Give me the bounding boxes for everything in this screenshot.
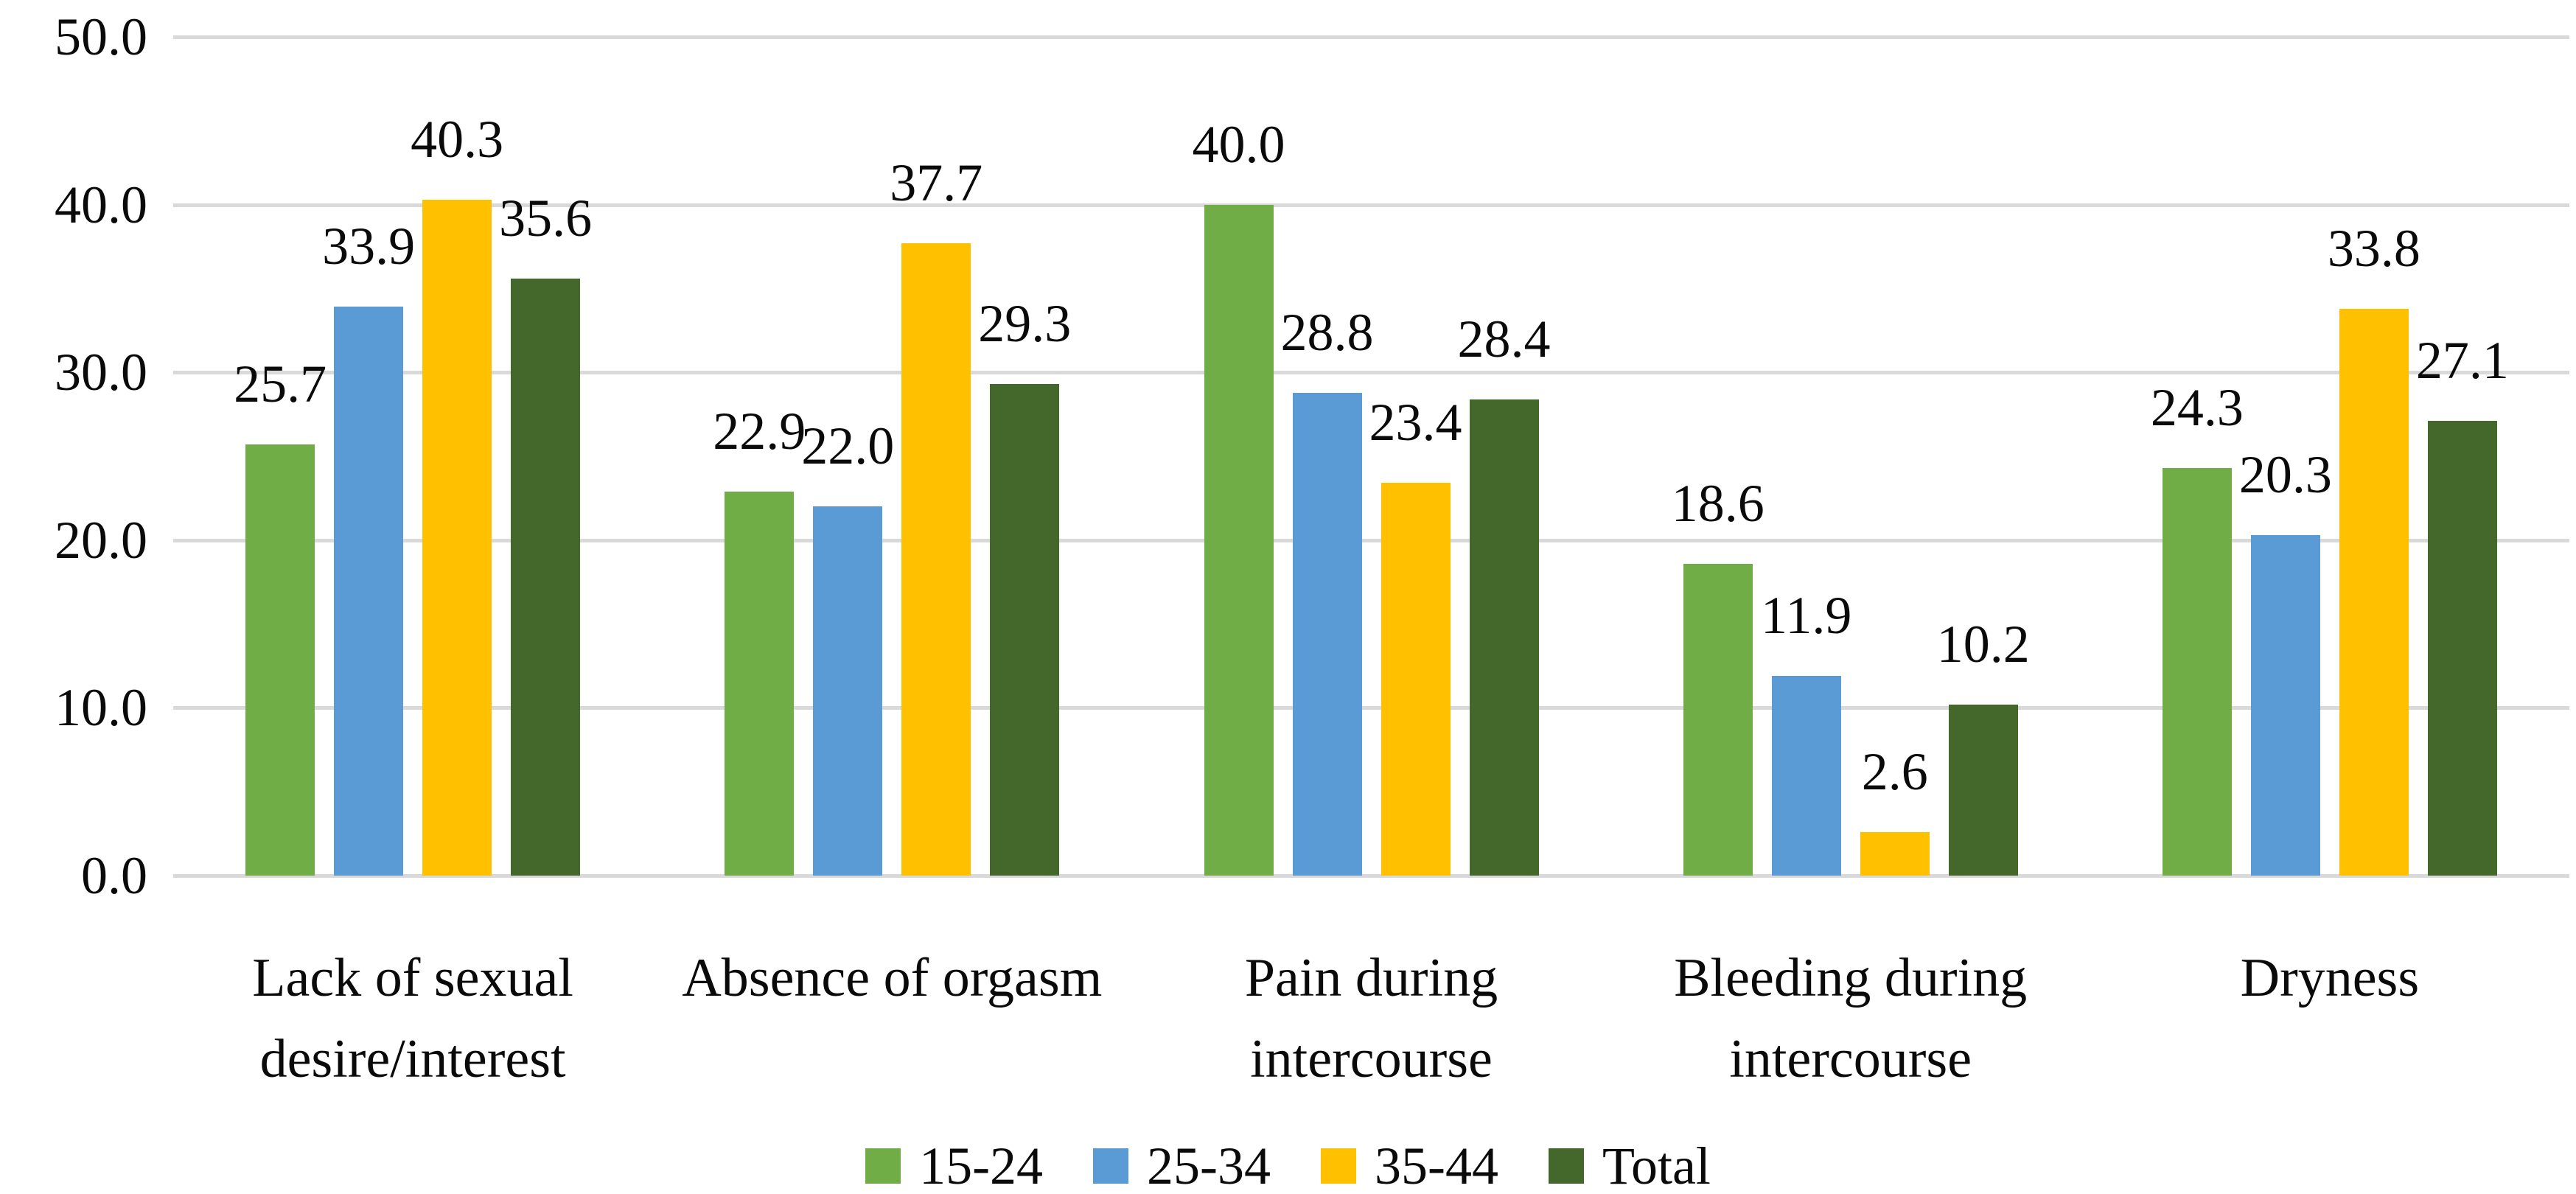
- legend-item-25-34: 25-34: [1093, 1139, 1271, 1193]
- gridline: [173, 203, 2569, 207]
- gridline: [173, 874, 2569, 878]
- bar-35-44: [422, 199, 492, 876]
- bar-35-44: [2339, 308, 2409, 876]
- y-axis-tick-label: 50.0: [55, 7, 147, 66]
- x-axis-category-label: Bleeding during intercourse: [1674, 948, 2028, 1089]
- bar-value-label: 18.6: [1671, 473, 1765, 533]
- legend-item-15-24: 15-24: [865, 1139, 1043, 1193]
- bar-value-label: 10.2: [1936, 614, 2030, 674]
- bar-25-34: [2250, 534, 2320, 876]
- bar-value-label: 24.3: [2150, 377, 2244, 437]
- bar-value-label: 27.1: [2415, 331, 2509, 391]
- legend-label: 15-24: [919, 1137, 1044, 1194]
- bar-value-label: 11.9: [1761, 586, 1852, 646]
- x-axis-category-label: Lack of sexual desire/interest: [252, 948, 573, 1089]
- bar-value-label: 28.4: [1457, 309, 1551, 369]
- bar-value-label: 28.8: [1280, 302, 1374, 362]
- bar-value-label: 25.7: [234, 355, 327, 414]
- bar-15-24: [2162, 467, 2232, 876]
- legend-item-Total: Total: [1549, 1139, 1711, 1193]
- gridline: [173, 35, 2569, 39]
- bar-value-label: 2.6: [1861, 741, 1928, 801]
- bar-value-label: 33.8: [2327, 218, 2420, 278]
- bar-25-34: [334, 307, 404, 876]
- bar-Total: [511, 278, 581, 876]
- bar-25-34: [813, 506, 883, 876]
- legend-label: 25-34: [1147, 1137, 1271, 1194]
- legend-swatch-icon: [1321, 1148, 1357, 1184]
- x-axis-category-label: Dryness: [2240, 948, 2420, 1008]
- bar-35-44: [901, 242, 971, 876]
- y-axis-tick-label: 40.0: [55, 175, 147, 234]
- bar-Total: [2427, 421, 2497, 876]
- bar-35-44: [1860, 831, 1930, 876]
- bar-Total: [1469, 399, 1539, 876]
- bar-15-24: [1204, 204, 1274, 876]
- bar-value-label: 22.0: [801, 416, 895, 476]
- legend-swatch-icon: [1549, 1148, 1585, 1184]
- legend-label: Total: [1602, 1137, 1711, 1194]
- y-axis-tick-label: 10.0: [55, 678, 147, 738]
- bar-value-label: 33.9: [322, 217, 416, 276]
- bar-15-24: [1683, 563, 1753, 876]
- y-axis-tick-label: 20.0: [55, 510, 147, 570]
- y-axis-tick-label: 30.0: [55, 343, 147, 402]
- bar-value-label: 20.3: [2238, 444, 2332, 504]
- bar-value-label: 40.3: [411, 109, 504, 169]
- legend-swatch-icon: [865, 1148, 901, 1184]
- bar-15-24: [725, 491, 795, 876]
- x-axis-category-label: Absence of orgasm: [682, 948, 1103, 1008]
- bar-value-label: 37.7: [890, 153, 983, 212]
- bar-value-label: 29.3: [978, 294, 1072, 354]
- bar-25-34: [1292, 392, 1362, 876]
- gridline: [173, 371, 2569, 375]
- bar-15-24: [245, 444, 315, 876]
- bar-Total: [990, 384, 1060, 876]
- bar-value-label: 35.6: [499, 188, 593, 248]
- x-axis-category-label: Pain during intercourse: [1244, 948, 1498, 1089]
- legend-label: 35-44: [1375, 1137, 1499, 1194]
- bar-value-label: 22.9: [713, 401, 806, 461]
- gridline: [173, 538, 2569, 542]
- y-axis-tick-label: 0.0: [81, 846, 147, 905]
- bar-25-34: [1771, 676, 1841, 876]
- bar-value-label: 23.4: [1369, 393, 1462, 453]
- legend-item-35-44: 35-44: [1321, 1139, 1498, 1193]
- legend: 15-24 25-34 35-44 Total: [0, 1133, 2576, 1194]
- bar-35-44: [1381, 483, 1451, 876]
- legend-swatch-icon: [1093, 1148, 1129, 1184]
- bar-value-label: 40.0: [1192, 114, 1285, 174]
- bar-Total: [1948, 704, 2018, 876]
- gridline: [173, 706, 2569, 711]
